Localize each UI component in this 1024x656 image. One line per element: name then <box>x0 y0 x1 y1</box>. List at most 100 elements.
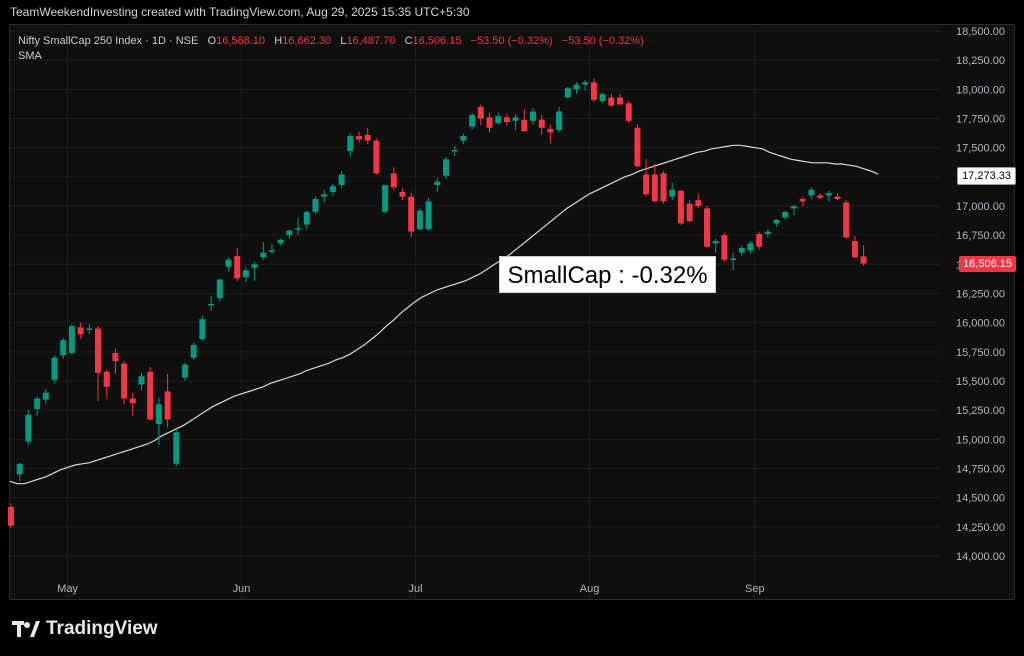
candle-body <box>617 97 623 105</box>
candle-down <box>77 322 84 339</box>
candle-body <box>303 211 310 225</box>
candle-up <box>425 197 432 231</box>
candle-up <box>764 229 771 238</box>
candle-down <box>851 236 858 259</box>
open-value: 16,568.10 <box>216 35 266 47</box>
candle-down <box>486 112 493 133</box>
candle-body <box>8 507 14 526</box>
symbol-label: Nifty SmallCap 250 Index · 1D · NSE <box>18 35 199 47</box>
candle-body <box>660 173 667 202</box>
tradingview-logo[interactable]: TradingView <box>12 618 158 640</box>
candle-down <box>625 101 632 124</box>
candle-body <box>416 210 423 230</box>
sma-indicator-label[interactable]: SMA <box>18 50 42 62</box>
candle-body <box>443 159 449 176</box>
candle-body <box>495 116 502 124</box>
candle-up <box>669 182 676 201</box>
candle-down <box>590 78 597 103</box>
candle-body <box>747 243 754 251</box>
grid-lines <box>10 30 940 598</box>
candle-up <box>382 185 389 215</box>
candle-body <box>60 340 67 356</box>
candle-body <box>530 111 536 121</box>
candle-body <box>356 136 362 140</box>
candle-body <box>625 103 632 121</box>
annotation-box: SmallCap : -0.32% <box>499 256 716 293</box>
candle-down <box>147 367 154 421</box>
candle-body <box>399 192 406 197</box>
y-tick-label: 17,750.00 <box>956 114 1005 126</box>
candle-up <box>338 171 345 189</box>
candle-body <box>16 463 23 475</box>
candle-up <box>251 262 258 281</box>
high-label: H <box>274 35 283 47</box>
candle-body <box>312 199 319 212</box>
low-value: 16,487.70 <box>346 35 396 47</box>
candle-up <box>530 108 536 125</box>
y-tick-label: 15,250.00 <box>956 405 1005 417</box>
candle-down <box>547 124 554 143</box>
candle-down <box>521 109 528 132</box>
candle-up <box>495 112 502 126</box>
y-tick-label: 16,250.00 <box>956 289 1005 301</box>
candle-body <box>799 199 806 202</box>
candle-up <box>599 92 606 104</box>
candle-body <box>669 189 676 197</box>
candle-up <box>269 244 275 254</box>
candle-down <box>843 200 850 239</box>
candle-up <box>208 295 215 311</box>
high-value: 16,662.30 <box>282 35 332 47</box>
candle-body <box>138 376 145 385</box>
candle-body <box>503 117 510 122</box>
candle-up <box>16 462 23 482</box>
candle-up <box>469 112 476 129</box>
candle-body <box>721 235 728 260</box>
candle-body <box>425 201 432 230</box>
chart-panel[interactable] <box>9 24 1015 600</box>
candle-body <box>121 363 128 399</box>
candle-body <box>599 94 606 101</box>
candle-up <box>51 355 58 384</box>
candle-body <box>512 117 519 121</box>
candle-body <box>269 250 275 252</box>
close-value: 16,506.15 <box>412 35 462 47</box>
candle-body <box>216 279 223 299</box>
candle-body <box>338 174 345 185</box>
candle-up <box>416 208 423 231</box>
candle-body <box>277 239 284 244</box>
candle-body <box>677 190 684 224</box>
x-tick-label: Jul <box>409 583 423 595</box>
candle-down <box>834 193 841 201</box>
candle-down <box>95 326 101 401</box>
candle-up <box>460 133 467 145</box>
x-tick-label: Jun <box>233 583 251 595</box>
candle-body <box>851 241 858 258</box>
candle-up <box>512 113 519 131</box>
candle-down <box>660 171 667 204</box>
logo-text: TradingView <box>46 618 158 639</box>
candle-down <box>634 124 641 168</box>
y-tick-label: 17,500.00 <box>956 143 1005 155</box>
candle-body <box>773 220 780 224</box>
candle-up <box>321 189 328 203</box>
candle-body <box>373 140 380 174</box>
candle-body <box>295 228 302 230</box>
candle-down <box>651 164 658 203</box>
candle-body <box>486 117 493 128</box>
candle-body <box>242 270 249 278</box>
candle-body <box>42 392 49 400</box>
candle-body <box>451 150 458 152</box>
candle-up <box>155 397 162 446</box>
candle-body <box>756 234 763 247</box>
x-tick-label: Sep <box>745 583 765 595</box>
candle-body <box>190 344 197 358</box>
candle-down <box>129 392 136 416</box>
candle-down <box>364 127 371 145</box>
candle-body <box>825 193 832 196</box>
candle-up <box>434 178 441 192</box>
candle-down <box>112 348 119 374</box>
candle-body <box>155 404 162 425</box>
last-price-tag: 16,506.15 <box>959 256 1016 272</box>
candle-up <box>60 337 67 359</box>
